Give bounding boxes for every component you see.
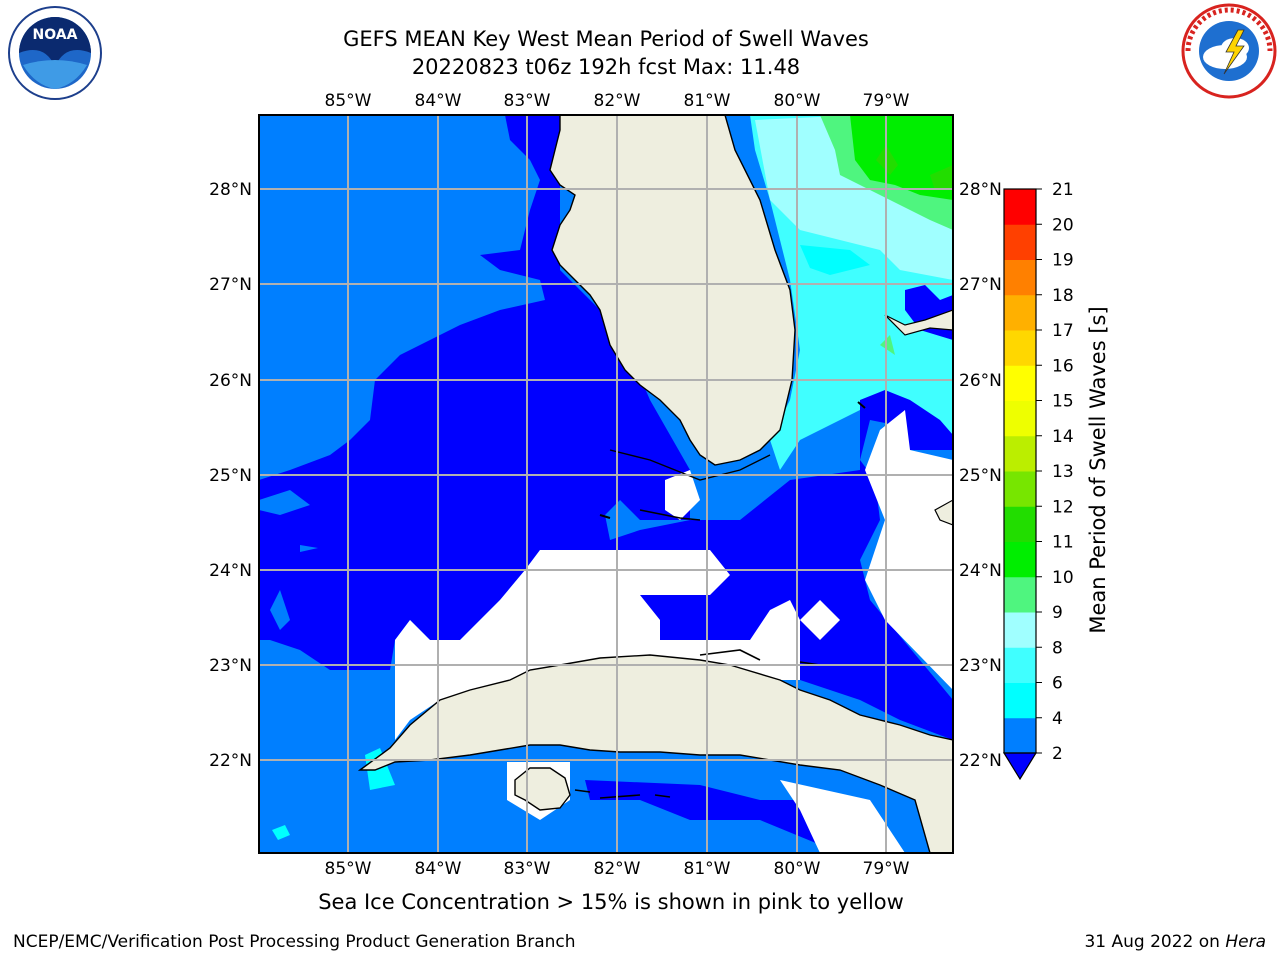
swell-below-2-region [259, 115, 953, 740]
lon-label: 80°W [774, 91, 821, 111]
colorbar-band [1004, 717, 1036, 754]
cuba-land [357, 654, 953, 853]
colorbar-tick-label: 12 [1052, 497, 1074, 517]
colorbar-band [1004, 647, 1036, 683]
lat-label: 22°N [209, 751, 252, 771]
colorbar-label: Mean Period of Swell Waves [s] [1086, 306, 1110, 634]
colorbar-tick-label: 20 [1052, 215, 1074, 235]
colorbar-tick-label: 6 [1052, 674, 1063, 694]
lon-label: 79°W [863, 91, 910, 111]
footer-date-text: 31 Aug 2022 on [1084, 932, 1226, 952]
footer-date: 31 Aug 2022 on Hera [1084, 932, 1266, 952]
colorbar-tick-label: 14 [1052, 427, 1074, 447]
colorbar-tick-label: 2 [1052, 744, 1063, 764]
lat-labels-right: 28°N 27°N 26°N 25°N 24°N 23°N 22°N [959, 180, 1002, 771]
colorbar-band [1004, 471, 1036, 507]
lon-labels-top: 85°W 84°W 83°W 82°W 81°W 80°W 79°W [325, 91, 910, 111]
colorbar-band [1004, 224, 1036, 260]
lon-labels-bottom: 85°W 84°W 83°W 82°W 81°W 80°W 79°W [325, 859, 910, 879]
colorbar-band [1004, 330, 1036, 366]
lon-label: 83°W [504, 91, 551, 111]
lat-label: 25°N [959, 466, 1002, 486]
florida-land [549, 115, 796, 466]
lon-label: 83°W [504, 859, 551, 879]
colorbar-extend-arrow [1002, 752, 1038, 781]
lon-label: 81°W [684, 859, 731, 879]
swell-10-11-region [850, 115, 953, 200]
colorbar-tick-label: 21 [1052, 180, 1074, 200]
colorbar-band [1004, 576, 1036, 613]
lon-label: 84°W [415, 859, 462, 879]
lat-lon-grid [259, 115, 953, 853]
colorbar: 2 4 6 8 9 10 11 12 13 14 15 16 17 18 19 20 21 [1002, 180, 1074, 781]
lat-label: 26°N [209, 371, 252, 391]
isla-juventud-land [514, 767, 571, 811]
svg-text:NOAA: NOAA [33, 27, 78, 43]
lat-label: 27°N [959, 275, 1002, 295]
lat-label: 22°N [959, 751, 1002, 771]
lon-label: 80°W [774, 859, 821, 879]
noaa-logo: NOAA [8, 6, 102, 100]
colorbar-tick-label: 8 [1052, 638, 1063, 658]
lat-label: 27°N [209, 275, 252, 295]
colorbar-band [1004, 365, 1036, 401]
colorbar-tick-label: 18 [1052, 286, 1074, 306]
colorbar-band [1004, 435, 1036, 472]
lat-label: 23°N [959, 656, 1002, 676]
footer-host: Hera [1225, 932, 1266, 952]
colorbar-tick-label: 13 [1052, 462, 1074, 482]
lon-label: 84°W [415, 91, 462, 111]
colorbar-tick-label: 9 [1052, 603, 1063, 623]
lat-label: 28°N [209, 180, 252, 200]
colorbar-band [1004, 259, 1036, 296]
colorbar-band [1004, 506, 1036, 542]
lat-labels-left: 28°N 27°N 26°N 25°N 24°N 23°N 22°N [209, 180, 252, 771]
colorbar-band [1004, 189, 1036, 225]
colorbar-tick-label: 19 [1052, 251, 1074, 271]
sea-ice-note: Sea Ice Concentration > 15% is shown in … [318, 890, 904, 914]
lon-label: 79°W [863, 859, 910, 879]
map-frame [258, 114, 954, 854]
map-title: GEFS MEAN Key West Mean Period of Swell … [343, 27, 869, 51]
lat-label: 23°N [209, 656, 252, 676]
lon-label: 81°W [684, 91, 731, 111]
colorbar-band [1004, 541, 1036, 578]
lat-label: 24°N [209, 561, 252, 581]
lat-label: 26°N [959, 371, 1002, 391]
colorbar-tick-label: 10 [1052, 568, 1074, 588]
map-subtitle: 20220823 t06z 192h fcst Max: 11.48 [411, 55, 801, 79]
florida-keys [609, 449, 771, 481]
colorbar-tick-label: 11 [1052, 533, 1074, 553]
lon-label: 82°W [594, 91, 641, 111]
lat-label: 28°N [959, 180, 1002, 200]
map-area [259, 115, 953, 853]
lon-label: 85°W [325, 859, 372, 879]
no-data-region [395, 550, 800, 740]
colorbar-tick-label: 17 [1052, 321, 1074, 341]
national-weather-service-logo [1181, 3, 1277, 99]
colorbar-tick-label: 16 [1052, 356, 1074, 376]
colorbar-band [1004, 682, 1036, 719]
lat-label: 25°N [209, 466, 252, 486]
colorbar-band [1004, 400, 1036, 437]
colorbar-band [1004, 294, 1036, 331]
footer-credit: NCEP/EMC/Verification Post Processing Pr… [13, 932, 576, 952]
colorbar-tick-label: 15 [1052, 392, 1074, 412]
colorbar-tick-label: 4 [1052, 709, 1063, 729]
colorbar-band [1004, 612, 1036, 648]
lat-label: 24°N [959, 561, 1002, 581]
lon-label: 82°W [594, 859, 641, 879]
lon-label: 85°W [325, 91, 372, 111]
bahamas-land [884, 309, 953, 336]
